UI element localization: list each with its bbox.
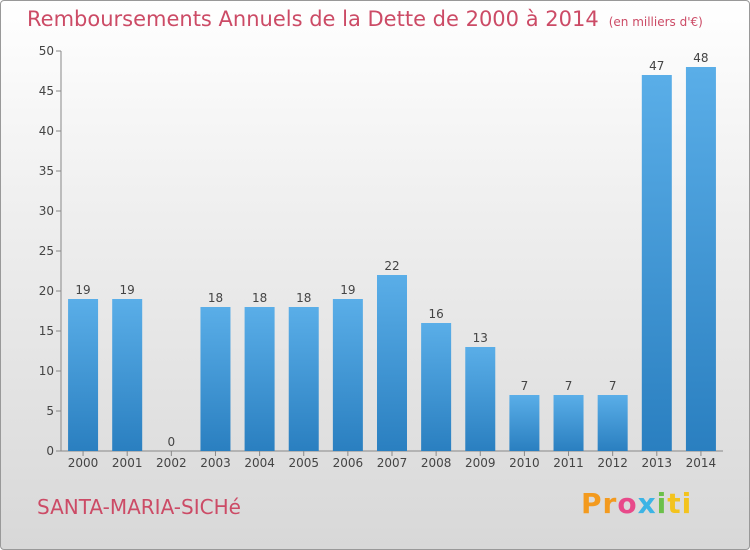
x-tick-label: 2009 bbox=[465, 456, 496, 470]
x-tick-label: 2000 bbox=[68, 456, 99, 470]
x-tick-label: 2012 bbox=[597, 456, 628, 470]
x-tick-label: 2008 bbox=[421, 456, 452, 470]
y-tick-label: 20 bbox=[39, 284, 54, 298]
bar bbox=[332, 299, 363, 451]
y-tick-label: 30 bbox=[39, 204, 54, 218]
bar-value-label: 13 bbox=[473, 331, 488, 345]
y-tick-label: 0 bbox=[46, 444, 54, 458]
bar-value-label: 7 bbox=[609, 379, 617, 393]
bar bbox=[377, 275, 407, 451]
x-tick-label: 2013 bbox=[642, 456, 673, 470]
bar bbox=[641, 75, 672, 451]
bar-value-label: 47 bbox=[649, 59, 664, 73]
x-tick-label: 2007 bbox=[377, 456, 408, 470]
bar-value-label: 19 bbox=[75, 283, 90, 297]
y-tick-label: 5 bbox=[46, 404, 54, 418]
bar bbox=[68, 299, 99, 451]
bar-value-label: 7 bbox=[521, 379, 529, 393]
y-tick-label: 45 bbox=[39, 84, 54, 98]
bar bbox=[553, 395, 584, 451]
bar bbox=[465, 347, 496, 451]
bar-value-label: 0 bbox=[168, 435, 176, 449]
axes: 0 5 10 15 20 25 30 35 40 45 50 2000 2001 2002 2003 2004… bbox=[39, 44, 723, 470]
bar bbox=[288, 307, 319, 451]
bar bbox=[112, 299, 143, 451]
logo-part-2: o bbox=[617, 487, 638, 520]
x-tick-label: 2001 bbox=[112, 456, 143, 470]
logo-part-4: i bbox=[656, 487, 668, 520]
bar-value-label: 19 bbox=[340, 283, 355, 297]
bar-labels: 19 19 0 18 18 18 19 22 16 13 7 7 7 47 48 bbox=[75, 51, 708, 449]
bar bbox=[200, 307, 231, 451]
bar-value-label: 18 bbox=[252, 291, 267, 305]
y-tick-label: 35 bbox=[39, 164, 54, 178]
y-tick-label: 40 bbox=[39, 124, 54, 138]
x-tick-label: 2010 bbox=[509, 456, 540, 470]
logo-part-5: ti bbox=[667, 487, 693, 520]
bar-value-label: 22 bbox=[384, 259, 399, 273]
y-tick-label: 15 bbox=[39, 324, 54, 338]
chart-unit: (en milliers d'€) bbox=[608, 15, 703, 29]
x-tick-label: 2005 bbox=[288, 456, 319, 470]
bar-value-label: 48 bbox=[693, 51, 708, 65]
y-tick-label: 10 bbox=[39, 364, 54, 378]
bar-value-label: 16 bbox=[428, 307, 443, 321]
commune-name: SANTA-MARIA-SICHé bbox=[37, 495, 241, 519]
bar-value-label: 19 bbox=[120, 283, 135, 297]
logo-part-3: x bbox=[637, 487, 657, 520]
bar bbox=[244, 307, 275, 451]
bar bbox=[421, 323, 452, 451]
proxiti-logo: Proxiti bbox=[581, 487, 692, 520]
x-tick-label: 2004 bbox=[244, 456, 275, 470]
bar bbox=[597, 395, 628, 451]
chart-title: Remboursements Annuels de la Dette de 20… bbox=[27, 7, 703, 31]
bar-value-label: 18 bbox=[296, 291, 311, 305]
logo-part-1: Pr bbox=[581, 487, 618, 520]
bar-value-label: 7 bbox=[565, 379, 573, 393]
x-tick-label: 2003 bbox=[200, 456, 231, 470]
x-tick-label: 2011 bbox=[553, 456, 584, 470]
bars bbox=[68, 67, 716, 451]
bar bbox=[509, 395, 540, 451]
x-tick-label: 2014 bbox=[686, 456, 717, 470]
bar-value-label: 18 bbox=[208, 291, 223, 305]
bar bbox=[685, 67, 716, 451]
x-tick-label: 2002 bbox=[156, 456, 187, 470]
y-tick-label: 50 bbox=[39, 44, 54, 58]
chart-title-text: Remboursements Annuels de la Dette de 20… bbox=[27, 7, 599, 31]
y-tick-label: 25 bbox=[39, 244, 54, 258]
x-tick-label: 2006 bbox=[333, 456, 364, 470]
